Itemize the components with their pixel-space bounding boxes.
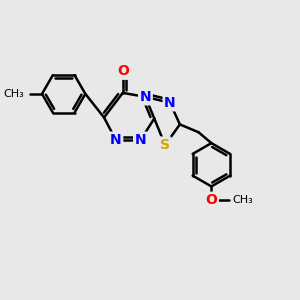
Text: S: S bbox=[160, 138, 170, 152]
Text: O: O bbox=[117, 64, 129, 78]
Text: N: N bbox=[135, 133, 146, 147]
Text: CH₃: CH₃ bbox=[4, 89, 24, 99]
Text: O: O bbox=[206, 193, 217, 207]
Text: N: N bbox=[140, 90, 151, 104]
Text: N: N bbox=[110, 133, 122, 147]
Text: CH₃: CH₃ bbox=[232, 195, 253, 205]
Text: N: N bbox=[164, 96, 176, 110]
